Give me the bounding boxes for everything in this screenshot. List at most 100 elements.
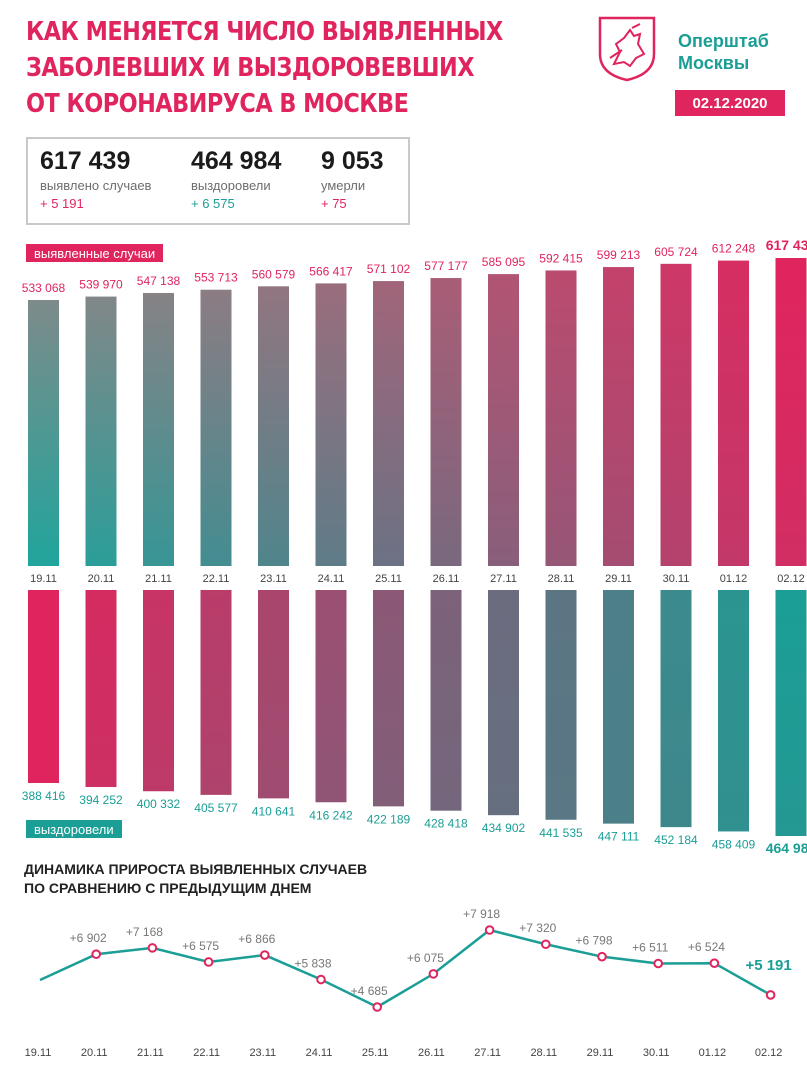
date-tick-label: 01.12 (720, 573, 748, 585)
growth-value-label: +6 866 (238, 932, 275, 946)
growth-date-label: 23.11 (249, 1047, 276, 1059)
recovered-value-label: 410 641 (252, 804, 296, 818)
case-bar (258, 286, 289, 566)
recovered-bar (258, 590, 289, 799)
cases-series-label: выявленные случаи (26, 244, 164, 262)
recovered-series-label: выздоровели (26, 820, 122, 838)
recovered-bar (315, 590, 347, 803)
recovered-bar (28, 590, 59, 783)
case-value-label: 612 248 (712, 242, 756, 256)
growth-value-label: +6 524 (688, 940, 725, 954)
case-value-label: 577 177 (424, 259, 468, 273)
date-badge: 02.12.2020 (675, 90, 785, 116)
recovered-bars: 388 416 394 252 400 332 405 577 410 641 416 2… (22, 590, 807, 856)
growth-date-label: 22.11 (193, 1047, 220, 1059)
case-value-label: 547 138 (137, 274, 181, 288)
case-value-label: 571 102 (367, 262, 411, 276)
org-line-2: Москвы (678, 53, 750, 73)
case-bar (373, 281, 404, 566)
date-tick-label: 19.11 (30, 573, 57, 585)
recovered-bar (430, 590, 462, 811)
case-bar (200, 289, 232, 566)
moscow-coat-of-arms-icon (598, 16, 656, 82)
growth-line (39, 928, 772, 1009)
growth-point (372, 1002, 383, 1012)
recovered-total: 464 984 (191, 147, 282, 175)
recovered-value-label: 388 416 (22, 789, 66, 803)
recovered-bar (603, 590, 634, 824)
stat-recovered: 464 984 выздоровели + 6 575 (191, 145, 281, 213)
deaths-total: 9 053 (321, 147, 384, 175)
recovered-value-label: 422 189 (367, 812, 411, 826)
recovered-bar (660, 590, 692, 828)
growth-value-label: +5 191 (745, 957, 791, 974)
date-tick-label: 02.12 (777, 573, 805, 585)
growth-date-label: 24.11 (306, 1047, 333, 1059)
org-name: Оперштаб Москвы (678, 30, 769, 74)
cases-increment: + 5 191 (40, 196, 84, 211)
date-tick-label: 23.11 (260, 573, 287, 585)
date-tick-label: 25.11 (375, 573, 402, 585)
growth-point (765, 990, 776, 1000)
recovered-increment: + 6 575 (191, 196, 235, 211)
case-bar (775, 258, 807, 566)
date-tick-label: 24.11 (318, 573, 345, 585)
case-bar (430, 278, 462, 566)
date-tick-label: 22.11 (203, 573, 230, 585)
stat-cases: 617 439 выявлено случаев + 5 191 (40, 145, 151, 213)
recovered-bar (775, 590, 807, 836)
cases-bars: 533 068 539 970 547 138 553 713 560 579 566 4… (22, 237, 807, 566)
recovered-bar (545, 590, 577, 820)
case-value-label: 605 724 (654, 245, 698, 259)
title-line-1: КАК МЕНЯЕТСЯ ЧИСЛО ВЫЯВЛЕННЫХ (26, 17, 503, 47)
growth-date-label: 19.11 (25, 1047, 52, 1059)
date-tick-label: 26.11 (433, 573, 460, 585)
growth-date-label: 28.11 (530, 1047, 557, 1059)
recovered-bar (718, 590, 749, 832)
growth-date-label: 26.11 (418, 1047, 445, 1059)
growth-value-label: +6 075 (407, 951, 444, 965)
recovered-value-label: 441 535 (539, 826, 583, 840)
recovered-value-label: 428 418 (424, 817, 468, 831)
growth-value-label: +7 320 (519, 921, 556, 935)
bar-chart: 533 068 539 970 547 138 553 713 560 579 566 4… (22, 237, 807, 856)
case-bar (545, 270, 577, 566)
growth-point (316, 974, 326, 985)
growth-value-label: +4 685 (351, 984, 388, 998)
case-value-label: 617 439 (766, 237, 807, 253)
recovered-bar (373, 590, 404, 807)
growth-date-label: 29.11 (587, 1047, 614, 1059)
org-line-1: Оперштаб (678, 31, 769, 51)
growth-value-label: +6 902 (70, 931, 107, 945)
title-line-3: ОТ КОРОНАВИРУСА В МОСКВЕ (26, 89, 409, 119)
growth-value-label: +6 511 (632, 941, 668, 955)
date-tick-label: 20.11 (88, 573, 115, 585)
deaths-label: умерли (321, 178, 366, 193)
growth-date-label: 30.11 (643, 1047, 670, 1059)
page-title: КАК МЕНЯЕТСЯ ЧИСЛО ВЫЯВЛЕННЫХ ЗАБОЛЕВШИХ… (26, 14, 503, 122)
date-tick-label: 29.11 (605, 573, 632, 585)
recovered-value-label: 416 242 (309, 808, 353, 822)
cases-total: 617 439 (40, 147, 131, 175)
case-value-label: 592 415 (539, 251, 583, 265)
case-value-label: 585 095 (482, 255, 526, 269)
recovered-bar (488, 590, 519, 816)
case-bar (143, 292, 174, 566)
recovered-bar (85, 590, 117, 788)
recovered-value-label: 452 184 (654, 833, 698, 847)
growth-point (203, 957, 214, 967)
case-bar (718, 260, 749, 566)
date-tick-label: 28.11 (548, 573, 575, 585)
case-bar (488, 274, 519, 566)
recovered-value-label: 394 252 (79, 793, 123, 807)
growth-point (428, 969, 439, 979)
case-bar (85, 296, 117, 566)
case-value-label: 553 713 (194, 271, 238, 285)
growth-point (484, 925, 495, 935)
case-value-label: 533 068 (22, 281, 66, 295)
growth-date-label: 02.12 (755, 1047, 783, 1059)
growth-title-line-2: ПО СРАВНЕНИЮ С ПРЕДЫДУЩИМ ДНЕМ (24, 880, 312, 896)
growth-point (597, 951, 607, 962)
date-tick-label: 30.11 (663, 573, 690, 585)
growth-point (541, 939, 551, 950)
